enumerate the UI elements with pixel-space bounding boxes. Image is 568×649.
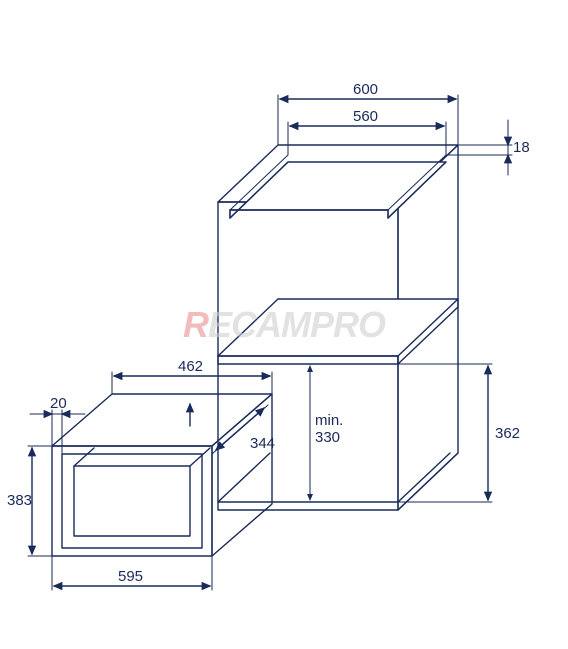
dim-cabinet-inner-width: 560 xyxy=(353,108,378,125)
dim-appliance-frame-offset: 20 xyxy=(50,395,67,412)
dim-min-value: 330 xyxy=(315,429,340,446)
dim-appliance-inner-depth: 344 xyxy=(250,435,275,452)
dim-cabinet-side-depth: 18 xyxy=(513,139,530,156)
dim-cabinet-top-width: 600 xyxy=(353,81,378,98)
dim-cabinet-compartment-height: 362 xyxy=(495,425,520,442)
dim-appliance-depth-top: 462 xyxy=(178,358,203,375)
dim-appliance-width: 595 xyxy=(118,568,143,585)
dim-appliance-height: 383 xyxy=(7,492,32,509)
dim-min-label: min. xyxy=(315,412,343,429)
technical-diagram: 600 560 18 362 min. 330 20 383 595 462 3… xyxy=(0,0,568,649)
